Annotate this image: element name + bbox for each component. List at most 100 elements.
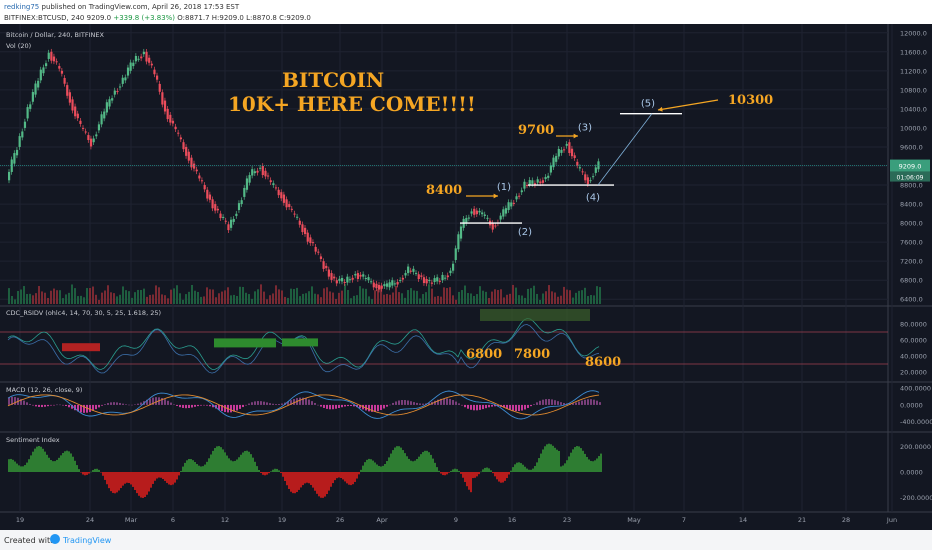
sentiment-bar: [184, 462, 186, 472]
sentiment-bar: [228, 458, 230, 472]
sentiment-bar: [428, 452, 430, 472]
volume-bar: [365, 288, 367, 304]
volume-bar: [299, 296, 301, 304]
macd-histogram-bar: [65, 404, 67, 407]
volume-bar: [80, 295, 82, 304]
candle-body: [100, 114, 103, 125]
tradingview-link[interactable]: TradingView: [63, 536, 112, 545]
macd-histogram-bar: [95, 404, 97, 410]
candle-body: [140, 56, 143, 59]
label-10300: 10300: [728, 93, 774, 108]
sentiment-bar: [102, 472, 104, 476]
macd-histogram-bar: [506, 404, 508, 409]
sentiment-bar: [244, 451, 246, 472]
sentiment-bar: [182, 466, 184, 472]
candle-body: [158, 83, 161, 92]
sentiment-bar: [268, 472, 270, 474]
sentiment-bar: [402, 450, 404, 472]
candle-body: [29, 104, 32, 109]
candle-body: [13, 153, 16, 164]
sentiment-bar: [400, 447, 402, 472]
wave-label: (1): [497, 182, 511, 193]
sentiment-bar: [38, 446, 40, 472]
candle-body: [401, 277, 404, 280]
sentiment-bar: [438, 470, 440, 472]
sentiment-bar: [212, 450, 214, 472]
macd-histogram-bar: [80, 404, 82, 413]
candle-body: [438, 280, 441, 282]
macd-histogram-bar: [26, 402, 28, 405]
sentiment-bar: [316, 472, 318, 494]
macd-histogram-bar: [398, 400, 400, 405]
macd-histogram-bar: [449, 398, 451, 405]
sentiment-bar: [376, 464, 378, 472]
candle-body: [66, 85, 69, 96]
sentiment-bar: [100, 472, 102, 473]
candle-body: [251, 169, 254, 176]
price-tick-label: 12000.0: [900, 29, 927, 37]
sentiment-bar: [226, 455, 228, 472]
sentiment-bar: [248, 451, 250, 472]
macd-histogram-bar: [395, 401, 397, 405]
macd-histogram-bar: [122, 403, 124, 405]
macd-histogram-bar: [422, 403, 424, 405]
sentiment-bar: [34, 448, 36, 472]
candle-body: [351, 277, 354, 280]
candle-body: [31, 92, 34, 102]
volume-bar: [434, 296, 436, 304]
sentiment-bar: [366, 459, 368, 472]
macd-histogram-bar: [392, 402, 394, 405]
candle-body: [272, 183, 275, 186]
sentiment-bar: [224, 452, 226, 472]
macd-histogram-bar: [434, 400, 436, 405]
candle-body: [148, 57, 151, 63]
candle-body: [253, 171, 256, 174]
sentiment-bar: [296, 472, 298, 493]
timer-badge: [890, 171, 930, 182]
candle-body: [441, 274, 444, 281]
macd-histogram-bar: [11, 396, 13, 405]
sentiment-bar: [372, 460, 374, 472]
candle-body: [409, 270, 412, 272]
projection-line: [597, 113, 653, 186]
volume-bar: [512, 284, 514, 304]
macd-histogram-bar: [524, 404, 526, 410]
candle-body: [502, 209, 505, 217]
macd-histogram-bar: [299, 397, 301, 405]
sentiment-bar: [468, 472, 470, 490]
sentiment-bar: [470, 472, 472, 493]
price-tick-label: 6400.0: [900, 296, 923, 304]
candle-body: [338, 278, 341, 281]
macd-histogram-bar: [353, 404, 355, 407]
candle-body: [177, 132, 180, 134]
volume-bar: [590, 294, 592, 304]
volume-bar: [98, 299, 100, 304]
sentiment-bar: [266, 472, 268, 475]
sentiment-bar: [534, 466, 536, 472]
macd-histogram-bar: [134, 404, 136, 405]
sentiment-bar: [16, 463, 18, 472]
sentiment-bar: [206, 461, 208, 472]
candle-body: [563, 149, 566, 151]
macd-histogram-bar: [443, 398, 445, 405]
sentiment-bar: [576, 446, 578, 472]
macd-histogram-bar: [218, 404, 220, 410]
sentiment-bar: [346, 472, 348, 484]
macd-histogram-bar: [182, 404, 184, 408]
volume-bar: [494, 289, 496, 304]
chart-area[interactable]: 12000.0 11600.0 11200.0 10800.0 10400.0 10000…: [0, 24, 932, 530]
tradingview-logo-icon[interactable]: [50, 534, 60, 544]
sentiment-bar: [306, 472, 308, 483]
sentiment-bar: [528, 469, 530, 472]
candle-body: [95, 134, 98, 137]
candle-body: [486, 217, 489, 219]
macd-histogram-bar: [305, 398, 307, 405]
volume-bar: [419, 298, 421, 304]
sentiment-bar: [278, 470, 280, 472]
price-tick-label: 10400.0: [900, 105, 927, 113]
volume-bar: [542, 293, 544, 304]
macd-histogram-bar: [254, 401, 256, 405]
candle-body: [119, 86, 122, 88]
author-link[interactable]: redking75: [4, 3, 40, 11]
candle-body: [37, 80, 40, 88]
